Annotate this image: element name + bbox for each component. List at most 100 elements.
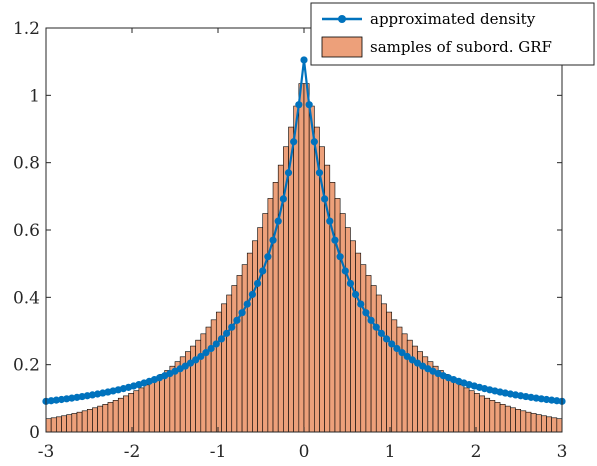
density-point [274,217,282,225]
histogram-bar [344,227,351,433]
density-point [300,56,308,64]
histogram-bar [391,319,398,433]
histogram-bar [535,414,542,433]
y-tick-label: 0.2 [13,356,40,376]
histogram-bar [494,402,501,433]
histogram-bar [468,390,475,433]
histogram-bar [107,402,114,433]
density-point [326,217,334,225]
density-point [264,253,272,261]
histogram-bar [293,105,300,433]
density-point [197,352,205,361]
density-point [228,323,236,331]
histogram-bar [308,105,315,433]
histogram-bar [226,294,233,433]
density-point [357,300,365,308]
y-tick-label: 1 [29,86,40,106]
y-tick-label: 0.4 [13,288,40,308]
histogram-bar [396,326,403,433]
x-tick-label: 0 [299,442,310,462]
histogram-bar [530,413,537,433]
density-point [382,335,391,343]
histogram-bar [128,393,135,433]
histogram-bar [117,397,124,433]
density-point [238,309,246,317]
histogram-bar [443,374,449,433]
histogram-bar [504,405,511,433]
histogram-bar [215,311,222,433]
histogram-bar [246,252,253,433]
legend: approximated density samples of subord. … [310,2,595,66]
density-point [315,169,324,177]
density-point [346,279,355,288]
histogram-bar [71,413,78,433]
histogram-bar [401,333,408,433]
histogram-bar [551,417,558,433]
histogram-bar [360,264,367,433]
histogram-bar [448,377,454,433]
histogram-bar [133,390,140,433]
x-tick-label: -3 [38,442,55,462]
density-point [305,101,313,109]
legend-histogram-swatch-icon [321,36,363,58]
histogram-bar [386,311,393,433]
histogram-bar [520,410,527,433]
histogram-bar [92,407,98,433]
density-point [202,349,210,357]
histogram-bar [236,275,243,433]
x-axis: -3 -2 -1 0 1 2 3 [38,28,567,462]
histogram-bar [50,417,57,433]
histogram-bar [355,252,362,433]
histogram-bar [252,240,258,433]
legend-box [310,2,595,66]
histogram-bar [499,404,506,433]
histogram-bar [484,397,491,433]
histogram-bar [541,415,547,433]
density-point [321,195,329,203]
histogram-bar [556,418,563,433]
histogram-bar [515,409,522,433]
histogram-bar [298,83,305,433]
histogram-bar [303,83,310,433]
density-point [248,290,256,299]
density-point [367,316,375,324]
density-point [341,267,349,275]
density-point [223,329,231,337]
density-point [388,340,396,348]
density-point [393,344,401,353]
histogram-bar [510,407,516,433]
histogram-bar [76,411,83,433]
histogram-bar [45,418,52,433]
histogram-bar [463,387,470,433]
histogram-bar [267,198,274,433]
histogram-bar [375,294,382,433]
histogram-bar [381,303,387,433]
density-point [403,352,411,361]
histogram-bar [334,198,341,433]
y-tick-label: 1.2 [13,19,40,39]
density-point [372,323,380,331]
histogram-bar [231,285,238,433]
density-point [279,195,287,203]
density-point [290,138,298,146]
histogram-bar [86,409,93,433]
histogram-bar [437,370,444,433]
histogram-bar [61,415,67,433]
density-point [207,344,215,353]
density-point [253,279,262,288]
histogram-bar [525,411,532,433]
histogram-bar [546,416,552,433]
histogram-bar [159,374,165,433]
histogram-bar [148,381,155,433]
density-point [408,356,416,364]
density-point [377,329,385,337]
histogram-bar [205,326,212,433]
histogram-bar [365,275,372,433]
histogram-bar [143,384,150,433]
density-point [331,236,339,244]
density-point [217,335,226,343]
histogram-bar [112,400,119,433]
y-tick-label: 0.8 [13,154,40,174]
density-point [295,101,303,109]
